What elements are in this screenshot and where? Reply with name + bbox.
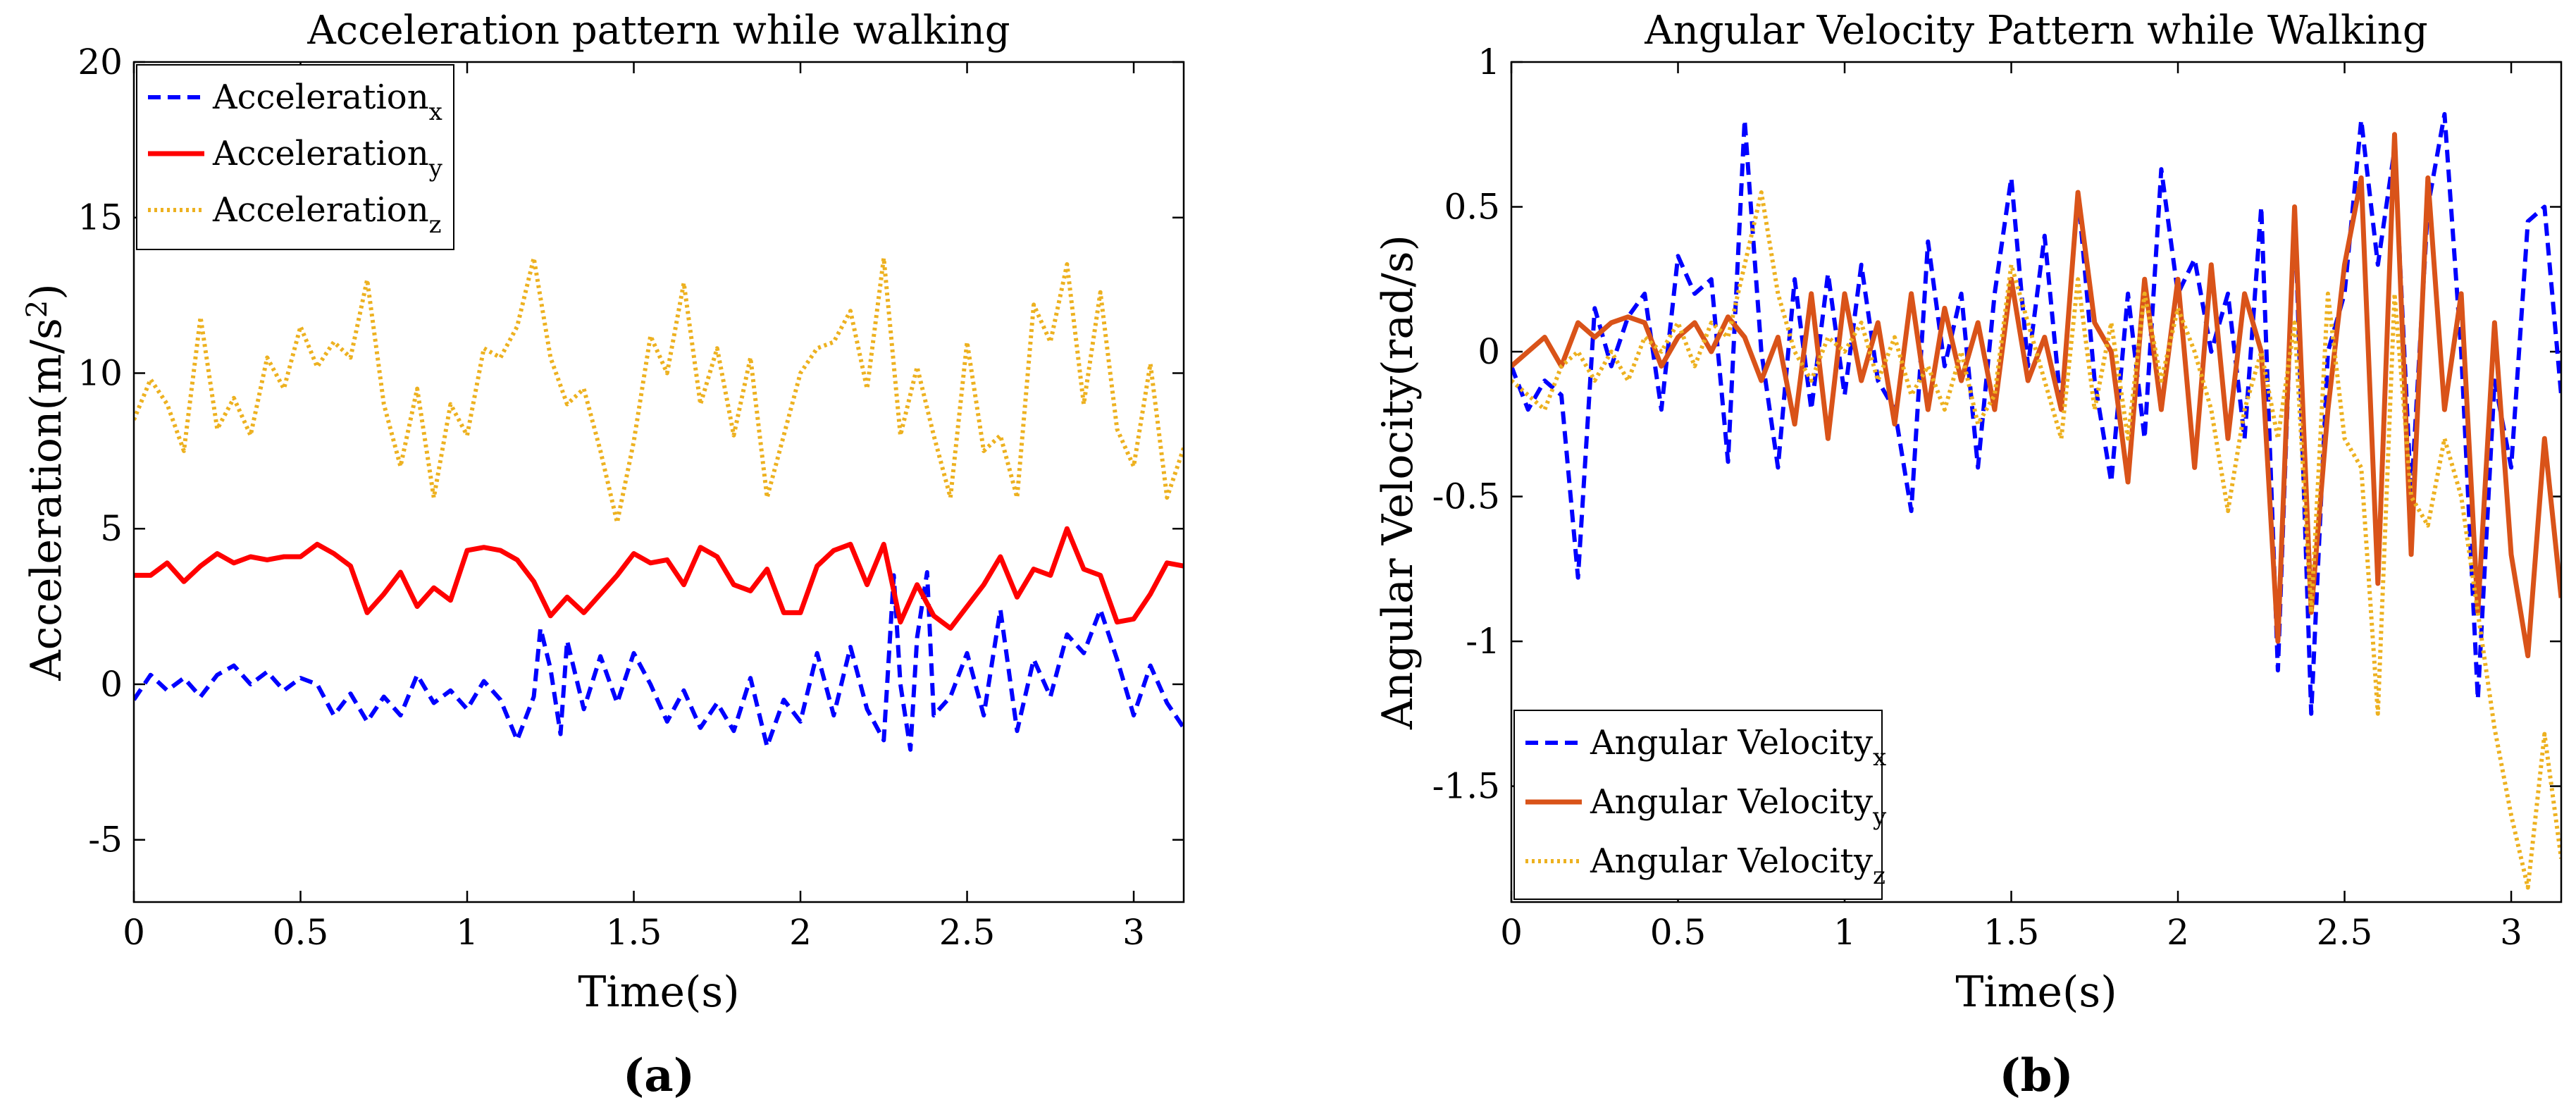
chart-title-b: Angular Velocity Pattern while Walking [1644, 8, 2427, 54]
y-tick-label-a-4: 15 [78, 197, 123, 238]
panel-label-a: (a) [623, 1049, 695, 1102]
y-tick-label-b-3: 0 [1478, 331, 1500, 372]
legend-b-z-name: Angular Velocity [1590, 841, 1873, 881]
legend-a-y-sub: y [428, 154, 443, 183]
legend-a-x-sub: x [429, 98, 442, 126]
legend-a-z-name: Acceleration [212, 190, 429, 230]
y-axis-label-a-sup: 2 [21, 300, 54, 318]
legend-b-x-name: Angular Velocity [1590, 723, 1873, 763]
legend-a-y-name: Acceleration [212, 134, 429, 173]
y-axis-label-a-close: ) [22, 283, 71, 300]
chart-title-a: Acceleration pattern while walking [306, 8, 1010, 54]
legend-a-x-name: Acceleration [212, 78, 429, 117]
x-tick-label-a-1: 0.5 [273, 912, 329, 953]
x-tick-label-a-6: 3 [1122, 912, 1145, 953]
y-axis-label-a-main: Acceleration(m/s [22, 318, 71, 681]
y-tick-label-b-1: -1 [1466, 621, 1500, 662]
x-tick-label-b-2: 1 [1833, 912, 1856, 953]
y-tick-label-b-4: 0.5 [1444, 187, 1500, 228]
x-tick-label-b-3: 1.5 [1983, 912, 2040, 953]
y-tick-label-a-0: -5 [88, 820, 123, 860]
y-tick-label-a-5: 20 [78, 42, 123, 82]
x-tick-label-a-3: 1.5 [606, 912, 662, 953]
x-axis-label-a: Time(s) [578, 968, 739, 1017]
x-tick-label-a-4: 2 [789, 912, 812, 953]
y-tick-label-b-5: 1 [1478, 42, 1500, 82]
legend-a-z-sub: z [429, 211, 442, 239]
panel-label-b: (b) [1999, 1049, 2073, 1102]
y-tick-label-b-2: -0.5 [1432, 476, 1500, 517]
legend-b-y-sub: y [1872, 803, 1887, 831]
x-tick-label-b-0: 0 [1500, 912, 1523, 953]
legend-b-y-name: Angular Velocity [1590, 782, 1873, 822]
x-tick-label-b-6: 3 [2500, 912, 2522, 953]
x-tick-label-a-5: 2.5 [939, 912, 996, 953]
figure-canvas: 0 0.5 1 1.5 2 2.5 3-505101520 Acceleration pat… [0, 0, 2576, 1105]
legend-b: Angular Velocityx Angular Velocityy Angu… [1514, 710, 1887, 899]
y-axis-label-a: Acceleration(m/s2) [21, 283, 71, 681]
y-tick-label-a-1: 0 [100, 664, 123, 705]
x-tick-label-b-5: 2.5 [2317, 912, 2373, 953]
legend-a: Accelerationx Accelerationy Acceleration… [137, 65, 454, 249]
y-axis-label-b: Angular Velocity(rad/s) [1373, 235, 1423, 730]
x-tick-label-a-2: 1 [456, 912, 478, 953]
y-tick-label-b-0: -1.5 [1432, 766, 1500, 807]
legend-b-x-sub: x [1873, 743, 1886, 772]
legend-b-z-sub: z [1873, 862, 1885, 890]
y-tick-label-a-2: 5 [100, 508, 123, 549]
x-tick-label-b-1: 0.5 [1650, 912, 1707, 953]
y-tick-label-a-3: 10 [78, 352, 123, 393]
x-tick-label-b-4: 2 [2167, 912, 2189, 953]
x-axis-label-b: Time(s) [1955, 968, 2117, 1017]
x-tick-label-a-0: 0 [123, 912, 145, 953]
